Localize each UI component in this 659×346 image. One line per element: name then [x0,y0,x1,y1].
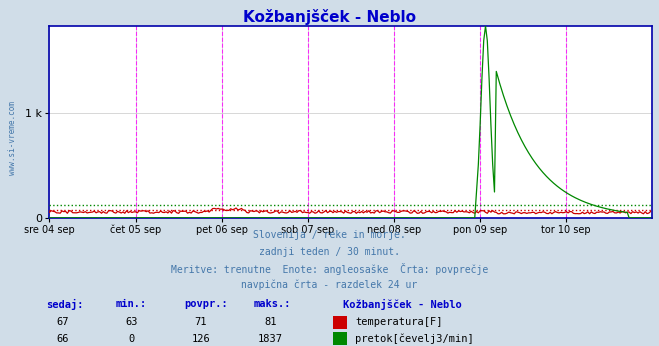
Text: pretok[čevelj3/min]: pretok[čevelj3/min] [355,334,474,344]
Text: sedaj:: sedaj: [46,299,84,310]
Text: povpr.:: povpr.: [185,299,228,309]
Text: Kožbanjšček - Neblo: Kožbanjšček - Neblo [343,299,461,310]
Text: 71: 71 [195,317,207,327]
Text: www.si-vreme.com: www.si-vreme.com [8,101,17,175]
Text: 67: 67 [57,317,69,327]
Text: Slovenija / reke in morje.: Slovenija / reke in morje. [253,230,406,240]
Text: Meritve: trenutne  Enote: angleosaške  Črta: povprečje: Meritve: trenutne Enote: angleosaške Črt… [171,263,488,275]
Text: min.:: min.: [115,299,146,309]
Text: 81: 81 [264,317,276,327]
Text: 0: 0 [129,334,135,344]
Text: 1837: 1837 [258,334,283,344]
Text: Kožbanjšček - Neblo: Kožbanjšček - Neblo [243,9,416,25]
Text: 66: 66 [57,334,69,344]
Text: 126: 126 [192,334,210,344]
Text: zadnji teden / 30 minut.: zadnji teden / 30 minut. [259,247,400,257]
Text: maks.:: maks.: [254,299,291,309]
Text: 63: 63 [126,317,138,327]
Text: navpična črta - razdelek 24 ur: navpična črta - razdelek 24 ur [241,280,418,290]
Text: temperatura[F]: temperatura[F] [355,317,443,327]
